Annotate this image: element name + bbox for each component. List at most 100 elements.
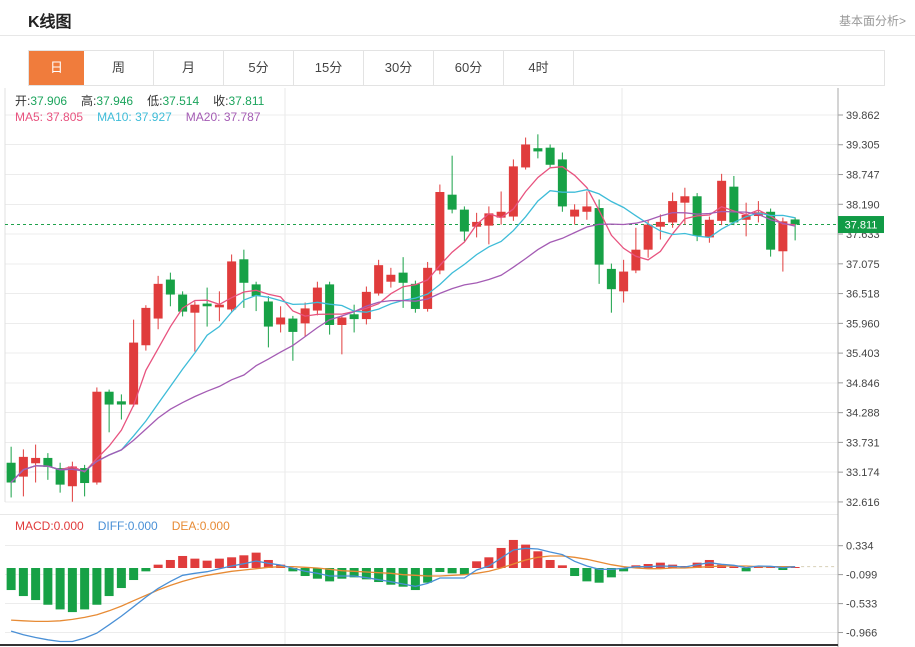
candle [300, 302, 310, 337]
candle-body [619, 271, 629, 292]
macd-bar [325, 568, 335, 582]
candle [141, 305, 151, 351]
candle [153, 275, 163, 330]
candle-body [263, 301, 273, 327]
ma5-readout: MA5: 37.805 [15, 110, 84, 124]
macd-bar [778, 568, 788, 571]
macd-bar [141, 568, 151, 572]
candle [92, 387, 102, 485]
candle [717, 173, 727, 226]
candle [619, 259, 629, 303]
candle [104, 389, 114, 433]
tab-day[interactable]: 日 [29, 51, 84, 85]
macd-bar [92, 568, 102, 605]
y-axis-label: 36.518 [846, 289, 880, 301]
macd-axis-label: -0.966 [846, 628, 877, 640]
macd-bar [521, 544, 531, 568]
macd-bar [288, 568, 298, 572]
candle [398, 257, 408, 308]
candle [533, 134, 543, 159]
macd-bar [594, 568, 604, 583]
candle [202, 287, 212, 327]
macd-bar [165, 559, 175, 568]
candle [18, 449, 28, 497]
candle-body [190, 304, 200, 313]
macd-bar [190, 558, 200, 568]
candle [129, 319, 139, 407]
candle [55, 462, 65, 493]
candle [214, 291, 224, 322]
macd-bar [116, 568, 126, 589]
candle [778, 217, 788, 272]
macd-bar [178, 555, 188, 568]
macd-bar [251, 552, 261, 568]
y-axis-label: 32.616 [846, 497, 880, 509]
tab-60min[interactable]: 60分 [434, 51, 504, 85]
candle [508, 159, 518, 221]
candle-body [349, 314, 359, 320]
candle-body [631, 249, 641, 271]
candle-body [337, 317, 347, 325]
y-axis-label: 35.960 [846, 318, 880, 330]
candle-body [435, 192, 445, 271]
candle-body [116, 401, 126, 405]
candle-body [545, 147, 555, 165]
candle [594, 199, 604, 284]
candle [459, 206, 469, 242]
macd-bar [263, 559, 273, 568]
macd-bar [227, 557, 237, 568]
macd-bar [153, 564, 163, 568]
candle-body [312, 287, 322, 311]
macd-bar [570, 568, 580, 577]
macd-bar [18, 568, 28, 597]
tab-4hour[interactable]: 4时 [504, 51, 574, 85]
candle [496, 191, 506, 225]
ma5-line [10, 166, 796, 483]
candle-body [227, 261, 237, 310]
tab-month[interactable]: 月 [154, 51, 224, 85]
candle-body [570, 209, 580, 217]
tab-15min[interactable]: 15分 [294, 51, 364, 85]
candle [582, 191, 592, 220]
candle [227, 254, 237, 313]
macd-bar [386, 568, 396, 585]
candle [423, 261, 433, 312]
low-readout: 低:37.514 [147, 94, 200, 108]
macd-bar [349, 568, 359, 578]
ma20-readout: MA20: 37.787 [185, 110, 261, 124]
candle [668, 192, 678, 228]
macd-bar [533, 551, 543, 568]
candle [312, 281, 322, 316]
main-chart-svg[interactable]: 39.86239.30538.74738.19037.63337.07536.5… [0, 88, 915, 514]
candle-body [104, 391, 114, 405]
candle-body [43, 457, 53, 468]
candle [655, 214, 665, 240]
macd-bar [704, 559, 714, 568]
macd-bar [423, 568, 433, 583]
macd-bar [6, 568, 16, 591]
y-axis-label: 34.288 [846, 408, 880, 420]
macd-bar [43, 568, 53, 605]
fundamental-analysis-link[interactable]: 基本面分析> [838, 14, 906, 28]
candle-body [790, 219, 800, 225]
dea-value: DEA:0.000 [171, 519, 230, 533]
macd-bar [557, 565, 567, 568]
candle-body [533, 148, 543, 152]
diff-line [10, 547, 796, 643]
macd-bar [619, 568, 629, 572]
candle [165, 272, 175, 307]
tab-30min[interactable]: 30分 [364, 51, 434, 85]
candle [435, 184, 445, 275]
candle-body [447, 194, 457, 210]
tab-week[interactable]: 周 [84, 51, 154, 85]
macd-chart-svg[interactable]: 0.334 -0.099 -0.533 -0.966 [0, 514, 915, 647]
tab-5min[interactable]: 5分 [224, 51, 294, 85]
y-axis-label: 39.862 [846, 110, 880, 122]
candle-body [643, 224, 653, 250]
candle-body [386, 274, 396, 282]
candle-body [6, 462, 16, 483]
macd-readout: MACD:0.000 DIFF:0.000 DEA:0.000 [15, 519, 244, 533]
candle-body [704, 219, 714, 238]
candle-body [165, 279, 175, 295]
candle [545, 144, 555, 168]
